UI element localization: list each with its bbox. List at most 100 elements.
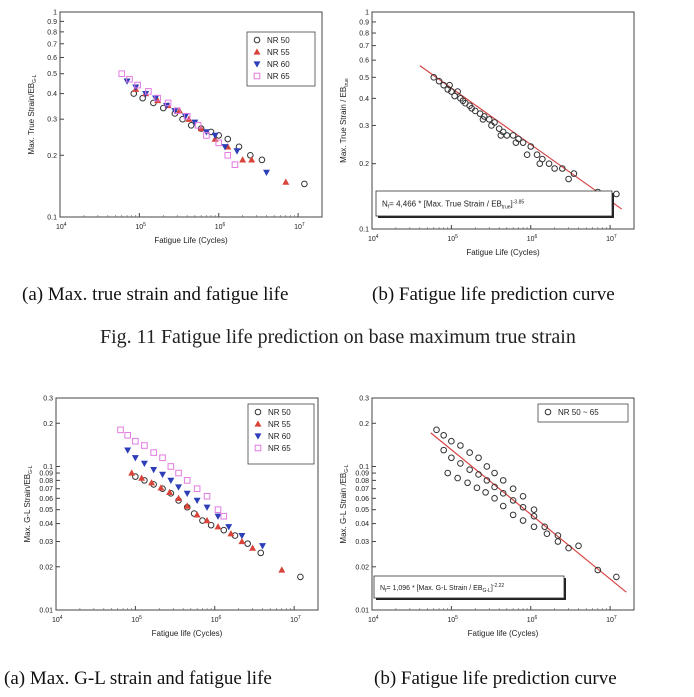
x-tick-label: 107 (290, 615, 301, 624)
y-tick-label: 0.4 (359, 96, 369, 103)
y-tick-label: 0.05 (355, 507, 369, 514)
data-point (150, 449, 157, 456)
data-point (430, 74, 438, 81)
caption-top-right: (b) Fatigue life prediction curve (372, 284, 615, 305)
equation-text: Nf= 1,096 * [Max. G-L Strain / EBG-L]-2.… (380, 583, 504, 594)
figure-title: Fig. 11 Fatigue life prediction on base … (100, 326, 576, 348)
data-point (440, 446, 447, 454)
data-point (454, 88, 461, 95)
data-point (193, 497, 201, 505)
y-tick-label: 0.02 (355, 564, 369, 571)
y-tick-label: 0.06 (355, 496, 369, 503)
data-point (141, 442, 148, 449)
legend-marker (544, 408, 552, 416)
legend-marker (254, 420, 262, 427)
data-point (183, 490, 191, 497)
data-point (536, 160, 544, 167)
data-point (193, 511, 201, 518)
x-tick-label: 106 (215, 222, 226, 231)
data-point (530, 523, 538, 531)
data-point (249, 544, 257, 551)
data-point (220, 526, 228, 534)
y-tick-label: 0.07 (355, 486, 369, 493)
data-point (214, 513, 222, 520)
data-point (491, 469, 498, 477)
data-point (488, 122, 495, 129)
legend-marker (253, 61, 261, 68)
data-point (565, 175, 572, 183)
legend-marker (253, 36, 261, 44)
data-point (519, 139, 527, 146)
data-point (224, 151, 232, 159)
data-point (128, 469, 136, 476)
chart-top-right: 104 105 106 107 0.1 0.2 0.3 0.4 0.5 0.6 0.7 0.8 0.9 1… (339, 10, 635, 257)
data-point (527, 143, 535, 150)
data-point (164, 99, 172, 107)
legend-box (246, 31, 316, 87)
data-point (594, 566, 602, 574)
data-point (227, 530, 235, 537)
data-point (523, 151, 531, 158)
data-point (440, 431, 447, 439)
chart-bottom-right: 104 105 106 107 0.01 0.02 0.03 0.04 0.05 0.06 0.07… (339, 396, 635, 638)
legend-marker (254, 433, 262, 440)
data-point (207, 521, 215, 529)
data-point (134, 81, 141, 89)
y-tick-label: 0.2 (43, 421, 53, 428)
y-tick-label: 0.3 (359, 123, 369, 130)
data-point (183, 502, 191, 509)
data-point (565, 544, 572, 552)
y-tick-label: 0.3 (43, 396, 53, 403)
y-tick-label: 0.09 (355, 471, 369, 478)
data-point (132, 437, 139, 445)
y-tick-label: 0.5 (47, 71, 57, 78)
y-tick-label: 0.4 (47, 91, 57, 98)
y-tick-label: 0.7 (47, 41, 57, 48)
legend-label: NR 50 (268, 408, 291, 417)
data-point (554, 538, 562, 545)
equation-text: Nf= 4,466 * [Max. True Strain / EBtrue]-… (382, 200, 524, 211)
data-point (282, 178, 290, 185)
data-point (491, 495, 498, 502)
caption-bottom-right: (b) Fatigue life prediction curve (374, 668, 617, 689)
y-tick-label: 0.07 (39, 486, 53, 493)
y-tick-label: 0.04 (355, 521, 369, 528)
data-point (457, 442, 464, 449)
x-tick-label: 105 (447, 234, 458, 243)
x-tick-label: 104 (368, 615, 379, 624)
x-axis-label: Fatigue Life (Cycles) (466, 248, 540, 257)
data-point (258, 156, 266, 164)
plot-frame (371, 397, 635, 611)
data-point (239, 156, 247, 163)
y-tick-label: 0.5 (359, 75, 369, 82)
data-point (124, 431, 131, 439)
data-point (221, 144, 229, 151)
data-point (139, 94, 146, 102)
data-point (475, 454, 482, 462)
equation-box (373, 575, 565, 599)
chart-top-left: 104 105 106 107 0.1 0.2 0.3 0.4 0.5 0.6 0.7 0.8 0.9 1… (27, 10, 323, 245)
data-point (159, 454, 166, 462)
data-point (238, 532, 246, 540)
data-point (152, 95, 160, 102)
data-point (175, 484, 183, 491)
data-point (519, 517, 527, 524)
data-point (509, 497, 517, 504)
data-point (444, 86, 452, 93)
data-point (530, 512, 538, 520)
data-point (473, 484, 481, 492)
x-axis-label: Fatigue life (Cycles) (152, 629, 223, 638)
data-point (117, 426, 124, 434)
y-tick-label: 0.03 (39, 539, 53, 546)
y-tick-label: 0.02 (39, 564, 53, 571)
data-point (257, 549, 265, 557)
y-tick-label: 0.03 (355, 539, 369, 546)
x-tick-label: 104 (56, 222, 67, 231)
data-point (509, 485, 517, 493)
equation-box (375, 190, 613, 217)
data-point (541, 523, 549, 531)
legend-label: NR 65 (267, 72, 290, 81)
y-tick-label: 0.01 (39, 608, 53, 615)
data-point (509, 132, 517, 139)
